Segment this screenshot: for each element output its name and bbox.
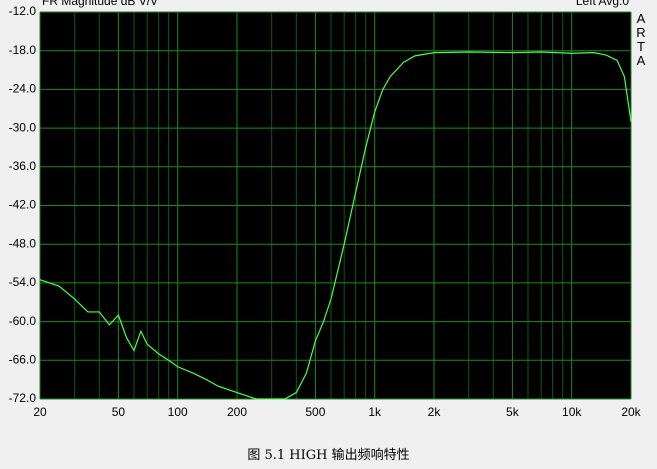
x-tick-label: 10k — [562, 405, 582, 419]
y-tick-label: -24.0 — [9, 82, 37, 96]
side-label: ARTA — [636, 11, 646, 68]
x-tick-label: 1k — [368, 405, 382, 419]
x-tick-label: 50 — [112, 405, 126, 419]
y-tick-label: -54.0 — [9, 275, 37, 289]
chart-title: FR Magnitude dB V/V — [42, 0, 158, 8]
y-tick-label: -42.0 — [9, 198, 37, 212]
y-tick-label: -48.0 — [9, 236, 37, 250]
x-tick-label: 500 — [305, 405, 325, 419]
y-tick-label: -66.0 — [9, 352, 37, 366]
y-tick-label: -30.0 — [9, 120, 37, 134]
x-tick-label: 200 — [227, 405, 247, 419]
caption: 图 5.1 HIGH 输出频响特性 — [247, 448, 410, 463]
y-tick-label: -72.0 — [9, 391, 37, 405]
y-tick-label: -18.0 — [9, 43, 37, 57]
x-tick-label: 20k — [621, 405, 641, 419]
x-tick-label: 5k — [506, 405, 520, 419]
y-tick-label: -36.0 — [9, 159, 37, 173]
response-line — [39, 51, 632, 400]
y-tick-label: -12.0 — [9, 4, 37, 18]
x-tick-label: 100 — [168, 405, 188, 419]
x-tick-label: 20 — [33, 405, 47, 419]
x-tick-label: 2k — [428, 405, 442, 419]
y-tick-label: -60.0 — [9, 314, 37, 328]
chart: FR Magnitude dB V/V Left Avg.0 -12.0 -18.… — [9, 0, 642, 419]
channel-label: Left Avg.0 — [576, 0, 629, 8]
